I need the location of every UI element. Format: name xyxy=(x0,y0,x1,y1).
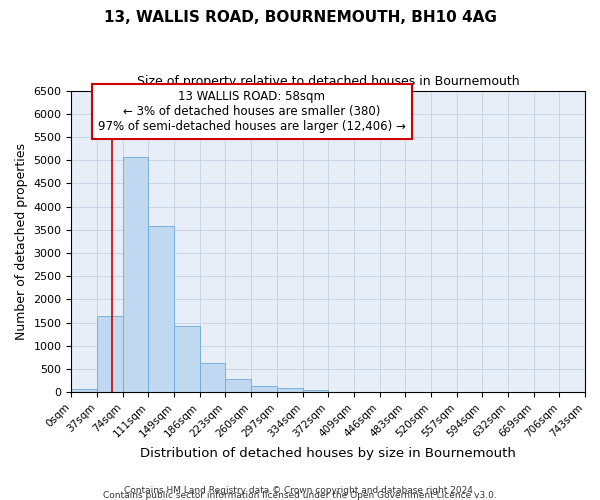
Text: 13 WALLIS ROAD: 58sqm
← 3% of detached houses are smaller (380)
97% of semi-deta: 13 WALLIS ROAD: 58sqm ← 3% of detached h… xyxy=(98,90,406,133)
Text: Contains public sector information licensed under the Open Government Licence v3: Contains public sector information licen… xyxy=(103,491,497,500)
Text: Contains HM Land Registry data © Crown copyright and database right 2024.: Contains HM Land Registry data © Crown c… xyxy=(124,486,476,495)
Bar xyxy=(148,226,174,392)
Bar xyxy=(302,390,328,392)
Bar xyxy=(123,157,148,392)
Bar xyxy=(200,364,226,392)
Bar xyxy=(226,378,251,392)
Bar xyxy=(174,326,200,392)
Bar xyxy=(97,316,123,392)
Title: Size of property relative to detached houses in Bournemouth: Size of property relative to detached ho… xyxy=(137,75,520,88)
Bar xyxy=(71,390,97,392)
X-axis label: Distribution of detached houses by size in Bournemouth: Distribution of detached houses by size … xyxy=(140,447,516,460)
Bar xyxy=(277,388,302,392)
Text: 13, WALLIS ROAD, BOURNEMOUTH, BH10 4AG: 13, WALLIS ROAD, BOURNEMOUTH, BH10 4AG xyxy=(104,10,496,25)
Bar xyxy=(251,386,277,392)
Y-axis label: Number of detached properties: Number of detached properties xyxy=(15,143,28,340)
